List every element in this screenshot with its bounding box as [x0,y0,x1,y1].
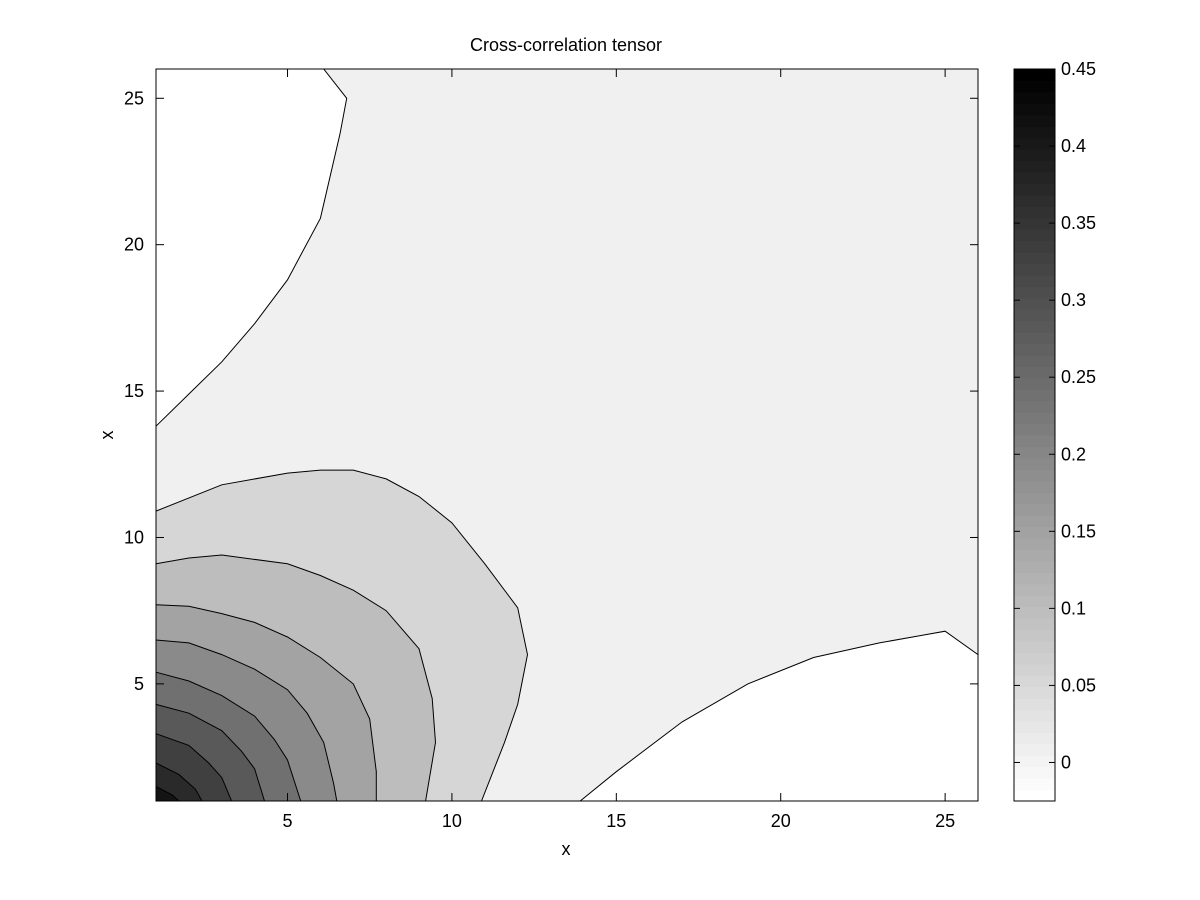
colorbar-step [1014,400,1055,413]
x-tick-label: 25 [935,811,955,831]
y-tick-label: 5 [134,674,144,694]
colorbar-step [1014,149,1055,162]
colorbar-step [1014,789,1055,802]
y-tick-label: 15 [124,381,144,401]
colorbar-step [1014,709,1055,722]
colorbar-step [1014,652,1055,665]
y-axis-label: x [97,431,117,440]
colorbar-step [1014,423,1055,436]
colorbar-step [1014,572,1055,585]
colorbar-step [1014,320,1055,333]
colorbar-frame [1013,68,1056,802]
chart-title: Cross-correlation tensor [470,35,662,55]
colorbar-step [1014,183,1055,196]
colorbar-step [1014,69,1055,82]
plot-frame [155,68,979,802]
colorbar-step [1014,435,1055,448]
colorbar-tick-label: 0.15 [1061,521,1096,541]
colorbar-tick-label: 0.25 [1061,367,1096,387]
colorbar-tick-label: 0.2 [1061,444,1086,464]
colorbar-step [1014,194,1055,207]
colorbar-step [1014,309,1055,322]
colorbar-step [1014,732,1055,745]
colorbar-step [1014,629,1055,642]
colorbar-tick-label: 0.1 [1061,598,1086,618]
colorbar-step [1014,743,1055,756]
colorbar-step [1014,297,1055,310]
colorbar-step [1014,286,1055,299]
colorbar-tick-label: 0 [1061,752,1071,772]
colorbar-step [1014,80,1055,93]
colorbar-step [1014,137,1055,150]
y-axis-ticks: 5 10 15 20 25 [124,88,978,694]
colorbar-step [1014,252,1055,265]
colorbar-step [1014,618,1055,631]
colorbar-step [1014,229,1055,242]
colorbar-step [1014,114,1055,127]
colorbar-step [1014,686,1055,699]
colorbar-step [1014,377,1055,390]
colorbar-gradient [1014,69,1055,802]
colorbar-step [1014,126,1055,139]
colorbar-step [1014,595,1055,608]
colorbar-tick-label: 0.45 [1061,59,1096,79]
y-tick-label: 10 [124,527,144,547]
colorbar-tick-label: 0.05 [1061,675,1096,695]
x-tick-label: 15 [606,811,626,831]
colorbar-step [1014,583,1055,596]
colorbar-step [1014,263,1055,276]
colorbar-step [1014,446,1055,459]
colorbar-step [1014,640,1055,653]
colorbar-step [1014,606,1055,619]
contour-plot: 5 10 15 20 25 5 10 15 20 25 [124,68,979,831]
colorbar-step [1014,354,1055,367]
colorbar-step [1014,103,1055,116]
colorbar-step [1014,332,1055,345]
contour-regions [155,68,979,802]
colorbar-step [1014,171,1055,184]
colorbar-step [1014,389,1055,402]
colorbar-ticks: 0 0.05 0.1 0.15 0.2 0.25 0.3 0.35 0.4 0.45 [1014,59,1096,772]
colorbar-step [1014,492,1055,505]
colorbar-step [1014,366,1055,379]
colorbar-step [1014,412,1055,425]
colorbar-step [1014,91,1055,104]
colorbar-step [1014,469,1055,482]
colorbar-step [1014,537,1055,550]
y-tick-label: 20 [124,235,144,255]
x-axis-ticks: 5 10 15 20 25 [283,69,955,831]
colorbar-step [1014,720,1055,733]
colorbar-step [1014,503,1055,516]
colorbar-step [1014,480,1055,493]
colorbar-step [1014,778,1055,791]
colorbar-step [1014,766,1055,779]
colorbar-step [1014,274,1055,287]
colorbar: 0 0.05 0.1 0.15 0.2 0.25 0.3 0.35 0.4 0.45 [1013,59,1096,802]
colorbar-step [1014,240,1055,253]
colorbar-step [1014,526,1055,539]
colorbar-tick-label: 0.3 [1061,290,1086,310]
x-tick-label: 5 [283,811,293,831]
colorbar-step [1014,549,1055,562]
colorbar-step [1014,343,1055,356]
colorbar-step [1014,675,1055,688]
colorbar-step [1014,457,1055,470]
x-tick-label: 20 [771,811,791,831]
colorbar-step [1014,663,1055,676]
colorbar-step [1014,560,1055,573]
colorbar-step [1014,698,1055,711]
y-tick-label: 25 [124,88,144,108]
x-axis-label: x [562,839,571,859]
colorbar-step [1014,755,1055,768]
colorbar-step [1014,515,1055,528]
colorbar-tick-label: 0.4 [1061,136,1086,156]
colorbar-step [1014,206,1055,219]
colorbar-step [1014,217,1055,230]
x-tick-label: 10 [442,811,462,831]
colorbar-tick-label: 0.35 [1061,213,1096,233]
colorbar-step [1014,160,1055,173]
